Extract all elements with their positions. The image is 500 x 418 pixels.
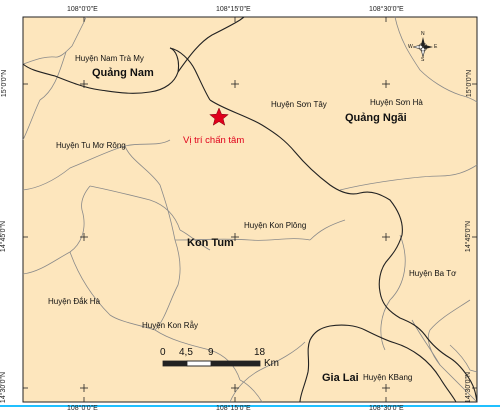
compass-rose-icon (412, 37, 433, 58)
district-label-dak-ha: Huyện Đắk Hà (48, 297, 101, 306)
lon-label-top-2: 108°15'0"E (216, 6, 251, 13)
epicenter-star-icon (209, 107, 229, 126)
graticule (23, 17, 477, 402)
lat-label-right-2: 14°45'0"N (465, 220, 473, 253)
lon-label-top-3: 108°30'0"E (369, 6, 404, 13)
lat-label-left-2: 14°45'0"N (0, 220, 8, 253)
map-frame (22, 16, 478, 403)
compass-letter-n: N (421, 31, 425, 37)
district-label-nam-tra-my: Huyện Nam Trà My (75, 54, 144, 63)
compass-letter-e: E (434, 44, 438, 50)
district-boundaries (22, 16, 478, 403)
scale-tick-0: 0 (160, 347, 166, 358)
district-label-kbang: Huyện KBang (363, 373, 413, 382)
province-label-quang-nam: Quảng Nam (92, 67, 154, 79)
lat-label-left-1: 15°0'0"N (1, 69, 9, 98)
scale-tick-2: 9 (208, 347, 214, 358)
compass-letter-w: W (408, 44, 413, 50)
district-label-kon-ray: Huyện Kon Rẫy (142, 321, 199, 330)
district-label-kon-plong: Huyện Kon Plông (244, 221, 307, 230)
lon-label-top-1: 108°0'0"E (67, 6, 98, 13)
scale-unit: Km (264, 358, 279, 369)
kon-tum-gia-lai-border (299, 324, 457, 403)
district-label-ba-to: Huyện Ba Tơ (409, 269, 457, 278)
province-label-kon-tum: Kon Tum (187, 237, 234, 249)
lat-label-left-3: 14°30'0"N (0, 371, 8, 404)
province-label-quang-ngai: Quảng Ngãi (345, 112, 407, 124)
scale-bar (162, 360, 261, 367)
kon-tum-quang-ngai-border (177, 16, 245, 73)
scale-tick-3: 18 (254, 347, 266, 358)
district-label-son-ha: Huyện Sơn Hà (370, 98, 423, 107)
district-label-son-tay: Huyện Sơn Tây (271, 100, 327, 109)
epicenter-label: Vị trí chấn tâm (183, 135, 245, 146)
lon-label-bottom-1: 108°0'0"E (67, 405, 98, 412)
province-boundaries (22, 16, 478, 403)
lon-label-bottom-2: 108°15'0"E (216, 405, 251, 412)
lat-label-right-3: 14°30'0"N (465, 371, 473, 404)
compass-letter-s: S (421, 57, 425, 63)
province-label-gia-lai: Gia Lai (322, 372, 359, 384)
quang-nam-kon-tum-border (22, 47, 211, 101)
scale-tick-1: 4,5 (179, 347, 193, 358)
lat-label-right-1: 15°0'0"N (466, 69, 474, 98)
district-label-tu-mo-rong: Huyện Tu Mơ Rông (56, 141, 126, 150)
lon-label-bottom-3: 108°30'0"E (369, 405, 404, 412)
